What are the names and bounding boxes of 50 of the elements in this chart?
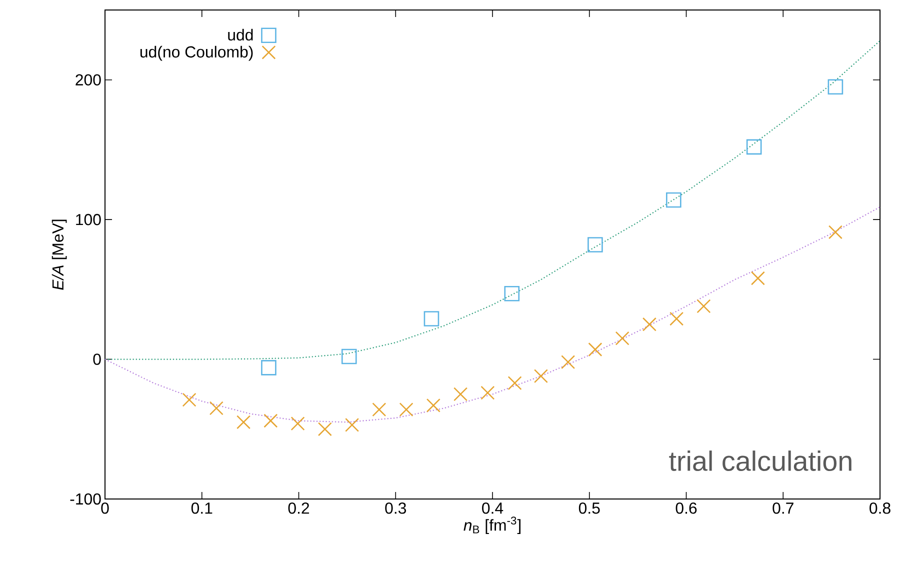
point [504, 286, 520, 302]
point [261, 360, 276, 376]
point [372, 402, 386, 417]
x-tick-label: 0.8 [870, 502, 890, 514]
y-tick-label: 200 [76, 74, 101, 86]
point [182, 392, 196, 407]
x-tick-label: 0 [101, 502, 109, 514]
y-axis-title: E/A [MeV] [52, 220, 67, 290]
y-tick-label: 0 [93, 354, 101, 365]
point [264, 414, 278, 428]
x-tick-label: 0.7 [772, 502, 794, 514]
point [399, 402, 414, 417]
point [588, 342, 602, 357]
x-tick-label: 0.5 [578, 502, 600, 514]
legend-label: udd [228, 28, 253, 41]
point [236, 415, 251, 430]
point [341, 348, 357, 364]
point [746, 139, 762, 155]
y-tick-label: -100 [70, 493, 101, 505]
point [454, 387, 468, 402]
y-tick-label: 100 [76, 214, 101, 226]
x-axis-title: n$_{B}$ [fm$^{-3}$] [464, 516, 520, 534]
line-series [104, 206, 881, 423]
x-tick-label: 0.1 [191, 502, 212, 514]
point [508, 376, 522, 390]
point [750, 271, 765, 286]
point [828, 225, 842, 240]
point [480, 386, 495, 400]
annotation: trial calculation [669, 450, 852, 472]
point [828, 79, 844, 94]
point [209, 401, 224, 416]
point [696, 299, 711, 314]
x-tick-label: 0.3 [385, 502, 406, 514]
point [588, 237, 603, 252]
point [615, 331, 630, 346]
point [290, 416, 305, 431]
x-tick-label: 0.2 [288, 502, 310, 514]
x-tick-label: 0.6 [676, 502, 697, 514]
point [666, 192, 682, 208]
point [424, 311, 440, 326]
line-series [104, 40, 881, 360]
point [318, 422, 332, 436]
point [426, 398, 440, 412]
point [345, 418, 360, 432]
point [534, 369, 548, 384]
point [642, 317, 656, 332]
point [561, 355, 576, 370]
point [670, 312, 684, 326]
legend-label: ud(no Coulomb) [140, 46, 253, 61]
x-tick-label: 0.4 [482, 502, 504, 514]
